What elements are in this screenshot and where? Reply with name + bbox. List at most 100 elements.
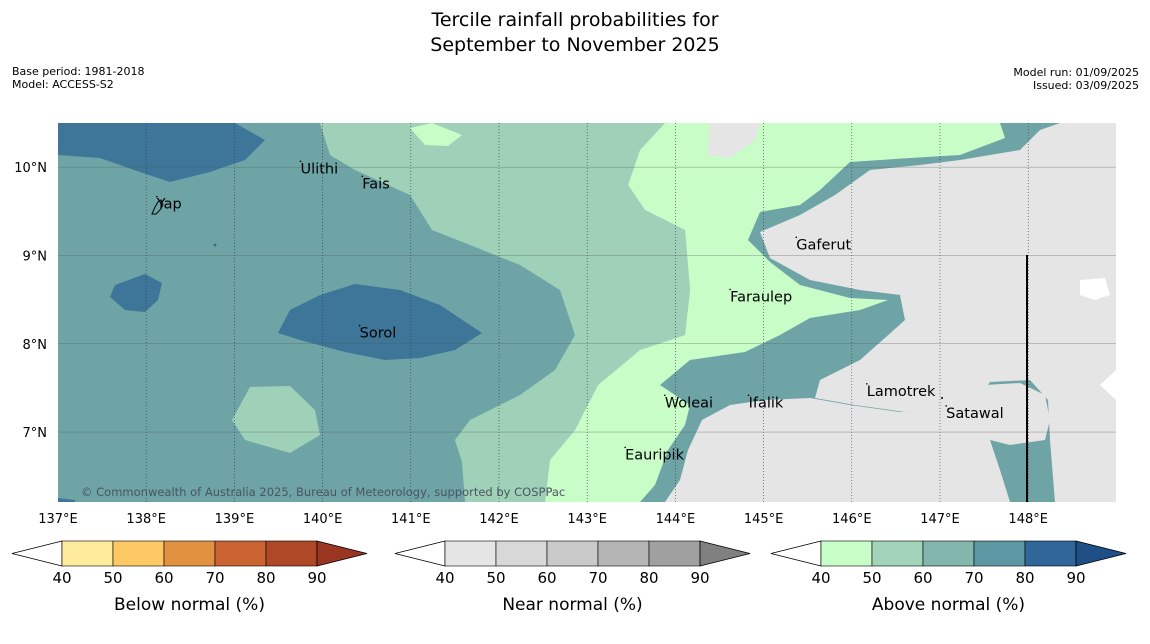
region-near-50-north bbox=[708, 123, 760, 158]
colorbar-under-triangle bbox=[11, 540, 63, 567]
place-marker bbox=[747, 394, 750, 397]
colorbar-segment bbox=[648, 540, 701, 567]
longitude-labels: 137°E 138°E 139°E 140°E 141°E 142°E 143°E 144°E… bbox=[38, 512, 1048, 527]
title-line-1: Tercile rainfall probabilities for bbox=[431, 9, 719, 31]
region-above-80-corner bbox=[58, 498, 75, 502]
longitude-label: 142°E bbox=[479, 512, 519, 527]
model-text: Model: ACCESS-S2 bbox=[12, 78, 114, 91]
model-run-info: Model run: 01/09/2025 Issued: 03/09/2025 bbox=[1013, 66, 1139, 92]
colorbar-under-triangle bbox=[770, 540, 822, 567]
colorbar-segment bbox=[922, 540, 975, 567]
place-marker bbox=[361, 175, 364, 178]
place-marker bbox=[795, 236, 798, 239]
region-above-50-north bbox=[410, 123, 462, 146]
colorbar-tick-label: 90 bbox=[1066, 569, 1085, 587]
colorbar-under-triangle bbox=[394, 540, 446, 567]
region-above-60-sw bbox=[232, 386, 320, 453]
colorbar-segment bbox=[61, 540, 114, 567]
region-above-80-central bbox=[278, 284, 482, 360]
place-label: Yap bbox=[156, 197, 182, 213]
colorbar-tick-label: 80 bbox=[256, 569, 275, 587]
colorbar-tick-label: 50 bbox=[486, 569, 505, 587]
base-period-info: Base period: 1981-2018 Model: ACCESS-S2 bbox=[12, 65, 144, 91]
model-run-text: Model run: 01/09/2025 bbox=[1013, 66, 1139, 79]
place-label: Faraulep bbox=[730, 289, 792, 305]
colorbar-tick-label: 60 bbox=[154, 569, 173, 587]
longitude-label: 139°E bbox=[215, 512, 255, 527]
colorbar-segment bbox=[597, 540, 650, 567]
colorbar-legends: 40 50 60 70 80 90 Below normal (%) 40 50 60 70 80 90… bbox=[11, 540, 1127, 615]
colorbar-tick-label: 80 bbox=[639, 569, 658, 587]
colorbar-segment bbox=[973, 540, 1026, 567]
yap-coastline bbox=[151, 199, 164, 215]
colorbar-over-triangle bbox=[316, 540, 368, 567]
colorbar: 40 50 60 70 80 90 Below normal (%) bbox=[11, 540, 368, 615]
region-near-50-east bbox=[760, 123, 1116, 502]
place-label: Lamotrek bbox=[867, 384, 936, 400]
colorbar-segment bbox=[265, 540, 318, 567]
colorbar-segment bbox=[546, 540, 599, 567]
region-above-50 bbox=[545, 123, 1005, 502]
place-marker bbox=[945, 405, 947, 407]
islet-marker bbox=[213, 243, 217, 247]
colorbar-segment bbox=[214, 540, 267, 567]
colorbar-tick-label: 90 bbox=[307, 569, 326, 587]
colorbar-tick-label: 40 bbox=[811, 569, 830, 587]
longitude-label: 138°E bbox=[126, 512, 166, 527]
place-label: Ifalik bbox=[749, 395, 784, 411]
colorbar-over-triangle bbox=[699, 540, 751, 567]
place-label: Woleai bbox=[665, 395, 713, 411]
place-label: Sorol bbox=[360, 326, 397, 342]
colorbar-tick-label: 50 bbox=[103, 569, 122, 587]
longitude-label: 147°E bbox=[920, 512, 960, 527]
place-label: Eauripik bbox=[625, 447, 684, 463]
colorbar: 40 50 60 70 80 90 Above normal (%) bbox=[770, 540, 1127, 615]
longitude-label: 137°E bbox=[38, 512, 78, 527]
colorbar-segment bbox=[871, 540, 924, 567]
colorbar-segment bbox=[820, 540, 873, 567]
islet-marker-2 bbox=[941, 397, 943, 399]
map-title: Tercile rainfall probabilities for Septe… bbox=[0, 8, 1150, 58]
colorbar-segment bbox=[495, 540, 548, 567]
latitude-label: 8°N bbox=[23, 338, 48, 353]
colorbar-tick-label: 60 bbox=[537, 569, 556, 587]
place-marker bbox=[299, 160, 302, 163]
copyright-text: © Commonwealth of Australia 2025, Bureau… bbox=[81, 485, 565, 499]
latitude-label: 7°N bbox=[23, 426, 48, 441]
colorbar-tick-label: 70 bbox=[588, 569, 607, 587]
colorbar-title: Above normal (%) bbox=[872, 595, 1025, 615]
place-marker bbox=[624, 446, 626, 449]
longitude-label: 143°E bbox=[567, 512, 607, 527]
colorbar-title: Below normal (%) bbox=[114, 595, 265, 615]
place-label: Fais bbox=[362, 176, 389, 192]
place-marker bbox=[865, 383, 868, 385]
colorbar-tick-label: 60 bbox=[913, 569, 932, 587]
issued-text: Issued: 03/09/2025 bbox=[1032, 79, 1139, 92]
region-white-1 bbox=[1080, 278, 1110, 300]
longitude-label: 141°E bbox=[391, 512, 431, 527]
colorbar-tick-label: 40 bbox=[52, 569, 71, 587]
longitude-label: 145°E bbox=[744, 512, 784, 527]
colorbar-tick-label: 70 bbox=[205, 569, 224, 587]
place-marker bbox=[155, 195, 158, 198]
longitude-label: 146°E bbox=[832, 512, 872, 527]
place-label: Ulithi bbox=[301, 161, 339, 177]
latitude-labels: 10°N 9°N 8°N 7°N bbox=[14, 161, 47, 441]
colorbar: 40 50 60 70 80 90 Near normal (%) bbox=[394, 540, 751, 615]
place-marker bbox=[358, 324, 361, 327]
colorbar-over-triangle bbox=[1075, 540, 1127, 567]
graticule bbox=[58, 123, 1116, 502]
title-line-2: September to November 2025 bbox=[430, 34, 720, 56]
colorbar-tick-label: 80 bbox=[1015, 569, 1034, 587]
longitude-label: 144°E bbox=[656, 512, 696, 527]
region-near-50 bbox=[665, 123, 1116, 502]
coastlines bbox=[151, 199, 1028, 502]
base-period-text: Base period: 1981-2018 bbox=[12, 65, 145, 78]
region-white-2 bbox=[1100, 370, 1116, 400]
longitude-label: 140°E bbox=[303, 512, 343, 527]
colorbar-tick-label: 40 bbox=[435, 569, 454, 587]
latitude-label: 10°N bbox=[14, 161, 47, 176]
latitude-label: 9°N bbox=[23, 249, 48, 264]
region-above-80-west bbox=[110, 274, 162, 312]
